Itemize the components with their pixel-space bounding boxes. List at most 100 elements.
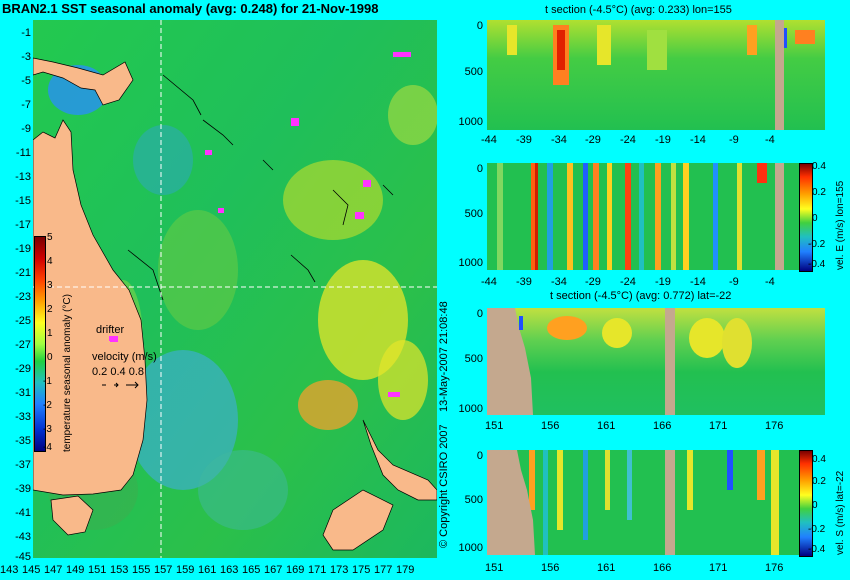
lon-tick: 153 bbox=[110, 564, 129, 576]
panel2-section[interactable] bbox=[487, 163, 799, 270]
drifter-legend-icon bbox=[110, 338, 118, 342]
cb-tick: 0.4 bbox=[812, 454, 826, 465]
x-tick: 151 bbox=[485, 562, 504, 574]
lon-tick: 149 bbox=[66, 564, 85, 576]
y-tick: 500 bbox=[464, 494, 483, 506]
y-tick: 500 bbox=[464, 208, 483, 220]
lon-tick: 177 bbox=[374, 564, 393, 576]
y-tick: 1000 bbox=[458, 403, 483, 415]
lon-tick: 143 bbox=[0, 564, 19, 576]
x-tick: -19 bbox=[655, 134, 671, 146]
map-colorbar-ticks: 5 4 3 2 1 0 -1 -2 -3 -4 bbox=[43, 232, 61, 454]
panel2-cb-ticks: 0.4 0.2 0 -0.2 -0.4 bbox=[808, 161, 832, 270]
colorbar-tick: 3 bbox=[47, 280, 53, 291]
panel1-xaxis: -44 -39 -34 -29 -24 -19 -14 -9 -4 bbox=[481, 134, 825, 148]
lat-tick: -21 bbox=[15, 267, 31, 279]
x-tick: -39 bbox=[516, 134, 532, 146]
y-tick: 0 bbox=[476, 163, 483, 175]
colorbar-tick: -3 bbox=[43, 424, 52, 435]
lat-tick: -9 bbox=[21, 123, 31, 135]
lon-tick: 155 bbox=[132, 564, 151, 576]
panel2-colorbar bbox=[799, 163, 813, 272]
x-tick: 161 bbox=[597, 562, 616, 574]
drifter-label: drifter bbox=[96, 324, 125, 336]
lat-tick: -13 bbox=[15, 171, 31, 183]
cb-tick: 0.4 bbox=[812, 161, 826, 172]
panel4-yaxis: 0 500 1000 bbox=[440, 450, 485, 555]
y-tick: 0 bbox=[476, 450, 483, 462]
map-colorbar bbox=[34, 236, 46, 452]
lat-tick: -29 bbox=[15, 363, 31, 375]
map-colorbar-label: temperature seasonal anomaly (°C) bbox=[62, 294, 73, 452]
x-tick: -4 bbox=[765, 134, 775, 146]
cb-tick: -0.4 bbox=[808, 544, 826, 555]
lon-tick: 173 bbox=[330, 564, 349, 576]
lat-tick: -17 bbox=[15, 219, 31, 231]
panel2-xaxis: -44 -39 -34 -29 -24 -19 -14 -9 -4 bbox=[481, 276, 799, 290]
colorbar-tick: -2 bbox=[43, 400, 52, 411]
lat-tick: -43 bbox=[15, 531, 31, 543]
lat-tick: -3 bbox=[21, 51, 31, 63]
lon-tick: 157 bbox=[154, 564, 173, 576]
lon-tick: 163 bbox=[220, 564, 239, 576]
lat-tick: -45 bbox=[15, 551, 31, 563]
colorbar-tick: 5 bbox=[47, 232, 53, 243]
panel4-section[interactable] bbox=[487, 450, 799, 555]
x-tick: -24 bbox=[620, 134, 636, 146]
panel4-cb-ticks: 0.4 0.2 0 -0.2 -0.4 bbox=[808, 450, 832, 555]
y-tick: 500 bbox=[464, 353, 483, 365]
panel4-colorbar-label: vel. S (m/s) lat=-22 bbox=[835, 470, 846, 555]
x-tick: -34 bbox=[551, 276, 567, 288]
cb-tick: 0.2 bbox=[812, 187, 826, 198]
land-new-zealand bbox=[322, 419, 437, 551]
x-tick: -9 bbox=[729, 134, 739, 146]
x-tick: -44 bbox=[481, 134, 497, 146]
y-tick: 500 bbox=[464, 66, 483, 78]
lat-tick: -31 bbox=[15, 387, 31, 399]
x-tick: 166 bbox=[653, 420, 672, 432]
x-tick: -14 bbox=[690, 276, 706, 288]
lon-tick: 169 bbox=[286, 564, 305, 576]
x-tick: -44 bbox=[481, 276, 497, 288]
colorbar-tick: -1 bbox=[43, 376, 52, 387]
colorbar-tick: 2 bbox=[47, 304, 53, 315]
cb-tick: -0.2 bbox=[808, 524, 826, 535]
lon-tick: 171 bbox=[308, 564, 327, 576]
cb-tick: 0.2 bbox=[812, 476, 826, 487]
panel3-title: t section (-4.5°C) (avg: 0.772) lat=-22 bbox=[550, 290, 732, 302]
panel1-section[interactable] bbox=[487, 20, 825, 130]
panel4-xaxis: 151 156 161 166 171 176 bbox=[485, 562, 799, 576]
panel3-section[interactable] bbox=[487, 308, 825, 415]
lat-tick: -25 bbox=[15, 315, 31, 327]
lat-tick: -7 bbox=[21, 99, 31, 111]
colorbar-tick: 1 bbox=[47, 328, 53, 339]
lat-tick: -23 bbox=[15, 291, 31, 303]
x-tick: -29 bbox=[585, 276, 601, 288]
x-tick: -34 bbox=[551, 134, 567, 146]
x-tick: -4 bbox=[765, 276, 775, 288]
y-tick: 0 bbox=[476, 308, 483, 320]
y-tick: 0 bbox=[476, 20, 483, 32]
lat-tick: -11 bbox=[15, 147, 31, 159]
x-tick: -39 bbox=[516, 276, 532, 288]
map-title: BRAN2.1 SST seasonal anomaly (avg: 0.248… bbox=[2, 1, 379, 16]
colorbar-tick: 0 bbox=[47, 352, 53, 363]
land-australia bbox=[33, 119, 148, 496]
land-new-guinea bbox=[33, 57, 134, 106]
panel2-yaxis: 0 500 1000 bbox=[440, 163, 485, 270]
velocity-values: 0.2 0.4 0.8 bbox=[92, 366, 144, 378]
lon-tick: 147 bbox=[44, 564, 63, 576]
lat-tick: -5 bbox=[21, 75, 31, 87]
y-tick: 1000 bbox=[458, 257, 483, 269]
lon-tick: 159 bbox=[176, 564, 195, 576]
colorbar-tick: 4 bbox=[47, 256, 53, 267]
lat-tick: -1 bbox=[21, 27, 31, 39]
lat-tick: -15 bbox=[15, 195, 31, 207]
velocity-label: velocity (m/s) bbox=[92, 351, 157, 363]
y-tick: 1000 bbox=[458, 116, 483, 128]
lon-tick: 161 bbox=[198, 564, 217, 576]
land-tasmania bbox=[50, 495, 94, 536]
cb-tick: 0 bbox=[812, 213, 818, 224]
sst-map[interactable] bbox=[33, 20, 437, 558]
lat-axis: -1 -3 -5 -7 -9 -11 -13 -15 -17 -19 -21 -… bbox=[0, 20, 33, 563]
